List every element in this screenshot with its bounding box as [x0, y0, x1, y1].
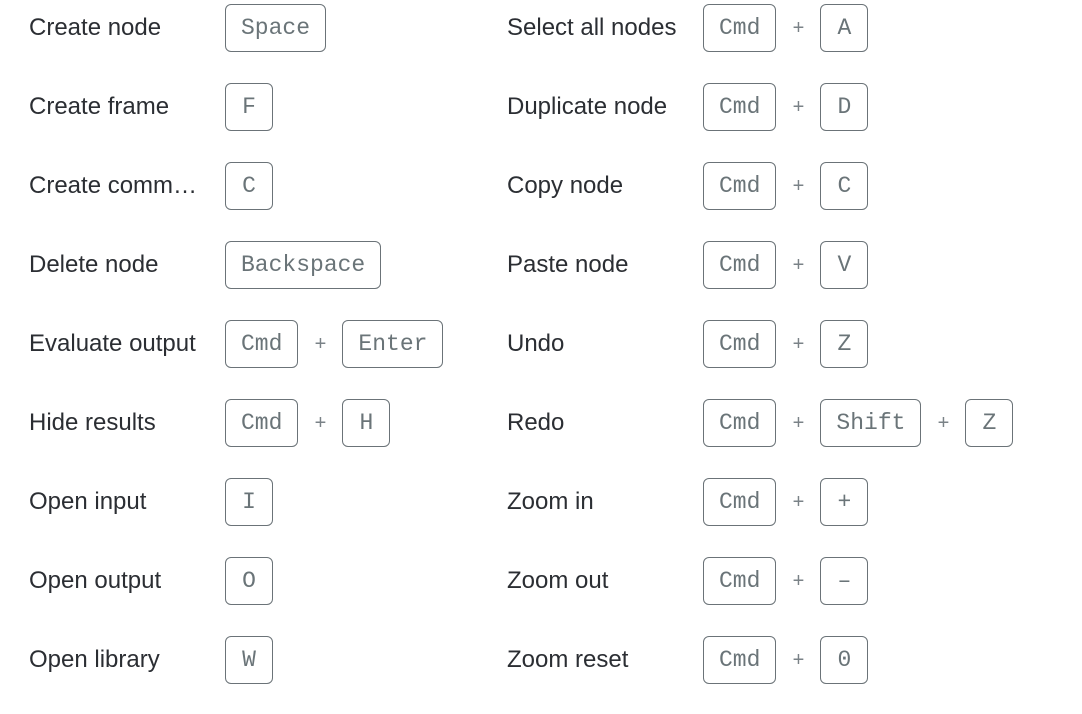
shortcut-label: Paste node [507, 251, 629, 278]
key-cap: F [225, 83, 273, 131]
shortcut-label: Copy node [507, 172, 624, 199]
key-cap: Cmd [703, 241, 777, 289]
key-cap: Cmd [225, 320, 299, 368]
key-combo: Cmd + Enter [225, 320, 444, 368]
plus-separator: + [792, 569, 805, 592]
key-combo: W [225, 636, 273, 684]
plus-separator: + [792, 253, 805, 276]
shortcut-row-redo: Redo Cmd + Shift + Z [507, 399, 1014, 447]
key-cap: Cmd [703, 478, 777, 526]
shortcut-row-copy-node: Copy node Cmd + C [507, 162, 869, 210]
key-cap: H [342, 399, 391, 447]
plus-separator: + [314, 332, 327, 355]
key-cap: Cmd [703, 399, 777, 447]
key-combo: I [225, 478, 273, 526]
key-cap: Cmd [703, 320, 777, 368]
key-combo: Cmd + H [225, 399, 391, 447]
key-combo: Space [225, 4, 327, 52]
key-cap: Enter [342, 320, 444, 368]
shortcut-label: Select all nodes [507, 14, 677, 41]
key-cap: O [225, 557, 273, 605]
shortcut-row-evaluate-output: Evaluate output Cmd + Enter [29, 320, 444, 368]
key-cap: Cmd [703, 4, 777, 52]
key-cap: Shift [820, 399, 922, 447]
plus-separator: + [937, 411, 950, 434]
key-cap: A [820, 4, 869, 52]
shortcut-label: Delete node [29, 251, 159, 278]
shortcut-label: Open library [29, 646, 160, 673]
key-cap: C [820, 162, 869, 210]
key-cap: 0 [820, 636, 869, 684]
shortcut-row-select-all-nodes: Select all nodes Cmd + A [507, 4, 869, 52]
shortcut-label: Duplicate node [507, 93, 668, 120]
key-combo: C [225, 162, 273, 210]
shortcut-label: Create comm… [29, 172, 198, 199]
shortcut-row-delete-node: Delete node Backspace [29, 241, 382, 289]
shortcut-label: Zoom in [507, 488, 594, 515]
shortcut-label: Hide results [29, 409, 156, 436]
key-cap: Z [820, 320, 869, 368]
key-combo: Cmd + Shift + Z [703, 399, 1014, 447]
key-combo: Backspace [225, 241, 382, 289]
key-cap: W [225, 636, 273, 684]
plus-separator: + [792, 648, 805, 671]
key-cap: – [820, 557, 869, 605]
key-cap: I [225, 478, 273, 526]
key-cap: + [820, 478, 869, 526]
shortcut-row-paste-node: Paste node Cmd + V [507, 241, 869, 289]
key-cap: C [225, 162, 273, 210]
shortcut-label: Zoom reset [507, 646, 629, 673]
key-combo: Cmd + Z [703, 320, 869, 368]
shortcut-label: Open input [29, 488, 147, 515]
key-combo: Cmd + 0 [703, 636, 869, 684]
key-cap: Z [965, 399, 1014, 447]
key-cap: Cmd [703, 162, 777, 210]
shortcut-label: Redo [507, 409, 565, 436]
shortcut-row-open-library: Open library W [29, 636, 273, 684]
plus-separator: + [314, 411, 327, 434]
shortcut-row-open-output: Open output O [29, 557, 273, 605]
key-combo: Cmd + C [703, 162, 869, 210]
shortcut-label: Open output [29, 567, 162, 594]
shortcut-row-zoom-in: Zoom in Cmd + + [507, 478, 869, 526]
shortcut-row-zoom-reset: Zoom reset Cmd + 0 [507, 636, 869, 684]
key-cap: Cmd [703, 557, 777, 605]
key-cap: Cmd [225, 399, 299, 447]
key-combo: F [225, 83, 273, 131]
shortcut-row-create-comment: Create comm… C [29, 162, 273, 210]
shortcut-row-undo: Undo Cmd + Z [507, 320, 869, 368]
shortcut-row-zoom-out: Zoom out Cmd + – [507, 557, 869, 605]
plus-separator: + [792, 16, 805, 39]
shortcut-row-duplicate-node: Duplicate node Cmd + D [507, 83, 869, 131]
shortcut-row-create-frame: Create frame F [29, 83, 273, 131]
shortcut-label: Evaluate output [29, 330, 196, 357]
key-cap: Backspace [225, 241, 382, 289]
key-combo: Cmd + A [703, 4, 869, 52]
shortcut-row-hide-results: Hide results Cmd + H [29, 399, 391, 447]
key-combo: Cmd + + [703, 478, 869, 526]
key-cap: V [820, 241, 869, 289]
key-cap: Cmd [703, 636, 777, 684]
shortcut-label: Undo [507, 330, 565, 357]
shortcut-label: Create node [29, 14, 162, 41]
shortcut-row-create-node: Create node Space [29, 4, 327, 52]
key-combo: Cmd + – [703, 557, 869, 605]
plus-separator: + [792, 332, 805, 355]
key-combo: Cmd + V [703, 241, 869, 289]
plus-separator: + [792, 174, 805, 197]
key-cap: Cmd [703, 83, 777, 131]
shortcut-row-open-input: Open input I [29, 478, 273, 526]
shortcut-label: Create frame [29, 93, 170, 120]
plus-separator: + [792, 95, 805, 118]
key-combo: Cmd + D [703, 83, 869, 131]
key-cap: Space [225, 4, 327, 52]
shortcut-label: Zoom out [507, 567, 609, 594]
plus-separator: + [792, 411, 805, 434]
key-combo: O [225, 557, 273, 605]
key-cap: D [820, 83, 869, 131]
plus-separator: + [792, 490, 805, 513]
